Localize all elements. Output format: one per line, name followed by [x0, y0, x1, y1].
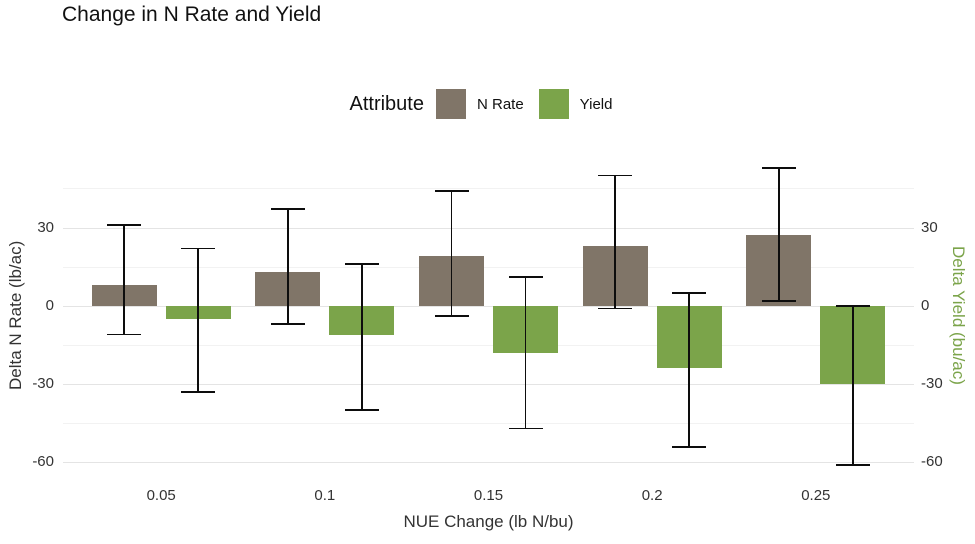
- gridline-minor: [63, 345, 914, 346]
- error-bar-line: [688, 292, 691, 447]
- gridline-major: [63, 305, 914, 307]
- error-bar-line: [851, 305, 854, 465]
- legend-title: Attribute: [349, 92, 424, 115]
- y-tick-label-right: -60: [921, 453, 943, 471]
- error-bar-cap: [835, 464, 870, 466]
- y-tick-label-right: 30: [921, 218, 938, 236]
- error-bar-cap: [270, 208, 305, 211]
- legend-swatch-yield: [538, 89, 569, 119]
- x-axis-title: NUE Change (lb N/bu): [403, 512, 574, 531]
- y-tick-label-left: -30: [32, 375, 54, 393]
- error-bar-cap: [181, 247, 216, 250]
- error-bar-cap: [181, 391, 216, 393]
- error-bar-cap: [672, 291, 707, 294]
- y-tick-label-left: 30: [37, 218, 54, 236]
- gridline-minor: [63, 423, 914, 425]
- error-bar-cap: [761, 166, 796, 169]
- legend-label-n-rate: N Rate: [476, 95, 524, 113]
- error-bar-cap: [835, 304, 870, 307]
- x-tick-label: 0.25: [801, 487, 831, 504]
- error-bar-cap: [270, 323, 305, 326]
- error-bar-cap: [434, 190, 469, 192]
- gridline-major: [63, 384, 914, 386]
- x-tick-label: 0.2: [641, 487, 663, 504]
- error-bar-cap: [434, 315, 469, 318]
- plot-panel: [63, 150, 914, 480]
- error-bar-cap: [672, 445, 707, 448]
- legend: Attribute N Rate Yield: [63, 86, 914, 122]
- error-bar-cap: [344, 263, 379, 266]
- chart-title: Change in N Rate and Yield: [62, 3, 322, 26]
- gridline-major: [63, 462, 914, 464]
- y-tick-label-right: -30: [921, 375, 943, 393]
- error-bar-cap: [508, 276, 543, 279]
- y-tick-label-right: 0: [921, 296, 930, 314]
- error-bar-line: [360, 264, 363, 411]
- y-axis-ticks-right: 30 0 -30 -60: [921, 0, 971, 544]
- y-tick-label-left: -60: [32, 453, 54, 471]
- x-tick-label: 0.05: [146, 487, 176, 504]
- error-bar-cap: [107, 224, 142, 226]
- y-axis-ticks-left: 30 0 -30 -60: [0, 0, 54, 544]
- legend-label-yield: Yield: [579, 95, 613, 113]
- error-bar-cap: [107, 333, 142, 336]
- error-bar-cap: [508, 427, 543, 430]
- legend-swatch-n-rate: [435, 89, 466, 119]
- x-tick-label: 0.15: [473, 487, 504, 504]
- error-bar-cap: [761, 299, 796, 302]
- gridline-major: [63, 227, 914, 229]
- error-bar-cap: [598, 174, 633, 177]
- error-bar-line: [614, 175, 617, 309]
- error-bar-line: [286, 209, 289, 325]
- error-bar-line: [450, 191, 453, 317]
- y-axis-title-right: Delta Yield (bu/ac): [949, 245, 968, 385]
- error-bar-line: [123, 225, 126, 335]
- gridline-minor: [63, 188, 914, 190]
- x-tick-label: 0.1: [314, 487, 336, 504]
- error-bar-line: [197, 248, 200, 392]
- y-tick-label-left: 0: [45, 296, 54, 314]
- error-bar-cap: [598, 307, 633, 310]
- gridline-minor: [63, 266, 914, 268]
- error-bar-line: [524, 277, 527, 429]
- error-bar-cap: [344, 409, 379, 412]
- error-bar-line: [777, 167, 780, 301]
